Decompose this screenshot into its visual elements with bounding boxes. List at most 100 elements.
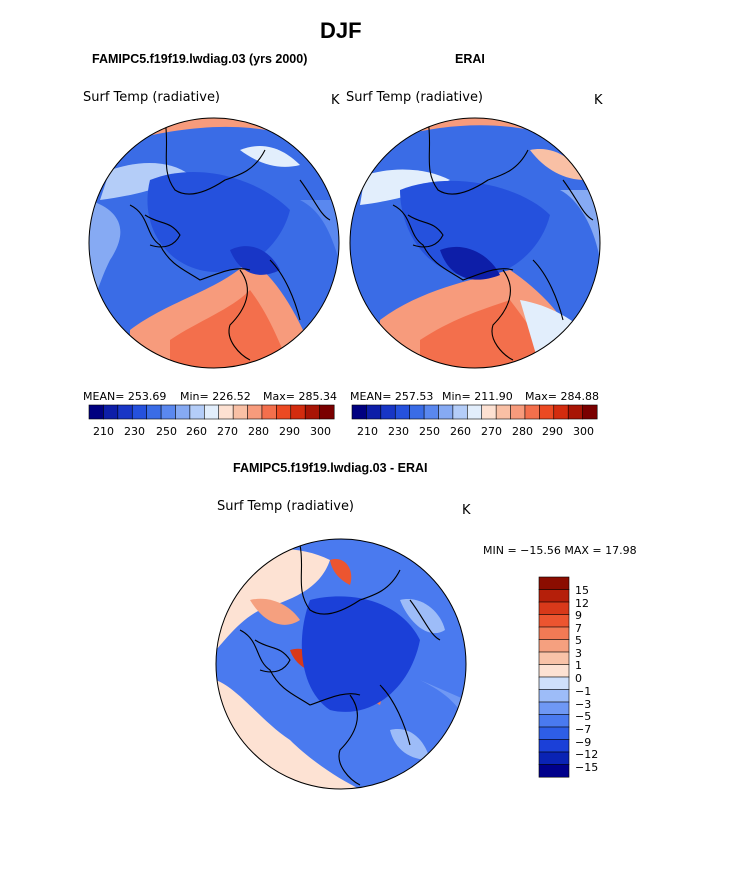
colorbar-box <box>189 404 205 420</box>
colorbar-box <box>351 404 367 420</box>
coastlines <box>129 119 331 361</box>
obs-case-title: ERAI <box>455 52 485 66</box>
coldest-region-greenland <box>230 246 280 275</box>
model-tick-label: 250 <box>156 425 177 438</box>
diff-tick-label: −9 <box>575 736 592 749</box>
colorbar-box <box>88 404 104 420</box>
colorbar-box <box>232 404 249 420</box>
diff-tick-label: 7 <box>575 622 582 635</box>
colorbar-box <box>538 651 570 665</box>
colorbar-box <box>452 404 468 420</box>
hot-anom-patch <box>330 559 352 585</box>
colorbar-box <box>160 404 176 420</box>
obs-min: Min= 211.90 <box>442 390 513 403</box>
colorbar-box <box>538 739 570 753</box>
colorbar-box <box>553 404 569 420</box>
coastlines <box>392 119 594 361</box>
model-tick-label: 210 <box>93 425 114 438</box>
colorbar-box <box>319 404 335 420</box>
colorbar-box <box>510 404 526 420</box>
colorbar-box <box>261 404 277 420</box>
obs-tick-label: 230 <box>388 425 409 438</box>
cold-region-arctic <box>147 171 290 272</box>
diff-tick-label: 1 <box>575 659 582 672</box>
cool-anom-patch <box>420 680 466 720</box>
cool-anom-patch <box>400 599 445 634</box>
diff-units-label: K <box>462 503 471 518</box>
cool-region-europe <box>89 200 121 310</box>
mild-region-siberia <box>360 169 450 205</box>
colorbar-box <box>146 404 162 420</box>
diff-tick-label: 15 <box>575 584 589 597</box>
colorbar-box <box>481 404 497 420</box>
colorbar-box <box>438 404 454 420</box>
colorbar-box <box>582 404 598 420</box>
colorbar-box <box>538 751 570 765</box>
colorbar-box <box>117 404 133 420</box>
colorbar-box <box>538 701 570 715</box>
colorbar-box <box>567 404 584 420</box>
diff-tick-label: 9 <box>575 609 582 622</box>
map-border <box>88 117 340 369</box>
obs-tick-label: 270 <box>481 425 502 438</box>
colorbar-box <box>538 689 570 703</box>
obs-map <box>349 117 601 369</box>
obs-tick-label: 250 <box>419 425 440 438</box>
warm-anom-patch <box>250 598 300 625</box>
obs-tick-label: 260 <box>450 425 471 438</box>
colorbar-box <box>103 404 119 420</box>
colorbar-box <box>538 676 570 690</box>
model-tick-label: 290 <box>279 425 300 438</box>
colorbar-box <box>409 404 425 420</box>
obs-tick-label: 210 <box>357 425 378 438</box>
warmer-region-atlantic <box>420 300 555 368</box>
obs-tick-label: 280 <box>512 425 533 438</box>
cool-region-east <box>300 200 339 260</box>
model-max: Max= 285.34 <box>263 390 337 403</box>
diff-tick-label: −15 <box>575 761 599 774</box>
model-field-label: Surf Temp (radiative) <box>83 90 221 105</box>
colorbar-box <box>175 404 191 420</box>
warm-region-alaska <box>530 149 585 180</box>
colorbar-box <box>218 404 234 420</box>
model-tick-label: 260 <box>186 425 207 438</box>
colorbar-box <box>203 404 220 420</box>
obs-tick-label: 290 <box>542 425 563 438</box>
model-units-label: K <box>331 93 340 108</box>
diff-tick-label: −3 <box>575 698 592 711</box>
diff-tick-label: 0 <box>575 672 582 685</box>
obs-units-label: K <box>594 93 603 108</box>
diff-tick-label: 5 <box>575 634 582 647</box>
model-tick-label: 270 <box>217 425 238 438</box>
colorbar-box <box>538 601 570 615</box>
diff-map <box>215 538 467 790</box>
diff-tick-label: −5 <box>575 710 592 723</box>
diff-minmax: MIN = −15.56 MAX = 17.98 <box>483 544 637 557</box>
colorbar-box <box>538 764 570 778</box>
colorbar-box <box>466 404 483 420</box>
colorbar-box <box>538 726 570 740</box>
diff-colorbar <box>538 576 570 778</box>
model-min: Min= 226.52 <box>180 390 251 403</box>
colorbar-box <box>539 404 555 420</box>
colorbar-box <box>538 714 570 728</box>
colorbar-box <box>290 404 306 420</box>
diff-tick-label: −7 <box>575 723 592 736</box>
colorbar-box <box>538 664 570 678</box>
cold-anom-arctic <box>301 596 420 712</box>
diff-tick-label: 3 <box>575 647 582 660</box>
colorbar-box <box>538 626 570 640</box>
map-border <box>349 117 601 369</box>
page-title: DJF <box>320 18 362 43</box>
obs-max: Max= 284.88 <box>525 390 599 403</box>
obs-colorbar <box>351 404 598 420</box>
colorbar-box <box>538 576 570 590</box>
obs-field-label: Surf Temp (radiative) <box>346 90 484 105</box>
colorbar-box <box>304 404 321 420</box>
cool-region-east <box>560 190 600 260</box>
colorbar-box <box>538 639 570 653</box>
model-case-title: FAMIPC5.f19f19.lwdiag.03 (yrs 2000) <box>92 52 308 66</box>
obs-mean: MEAN= 257.53 <box>350 390 434 403</box>
diff-tick-label: 12 <box>575 597 589 610</box>
